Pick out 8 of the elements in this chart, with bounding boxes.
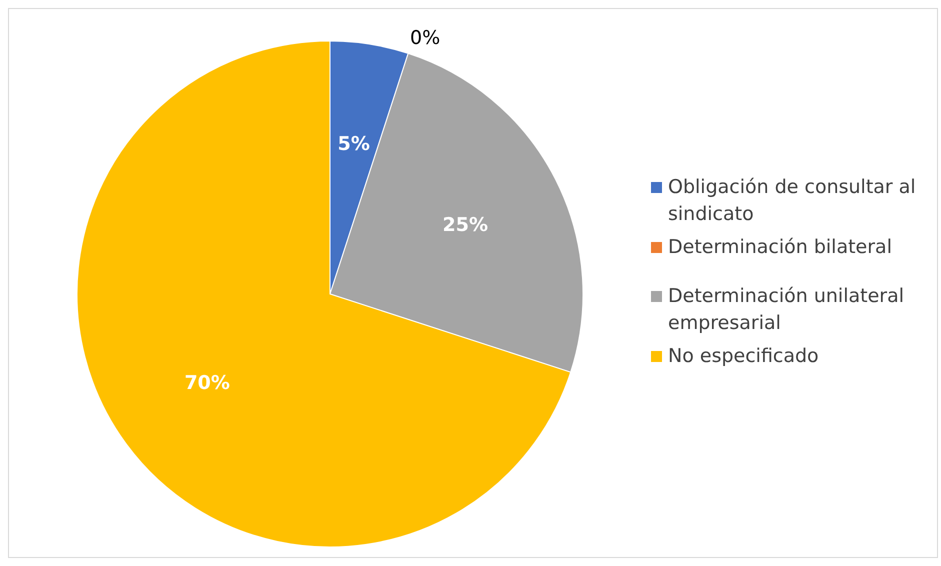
legend-label: Determinación bilateral [668,235,892,260]
data-label: 5% [338,133,370,156]
legend-label: Determinación unilateral empresarial [668,284,905,336]
legend-label: No especificado [668,344,819,369]
data-label: 70% [184,372,230,394]
data-label: 25% [442,214,488,236]
legend-label: Obligación de consultar al sindicato [668,175,917,227]
text: 0% [410,27,440,50]
